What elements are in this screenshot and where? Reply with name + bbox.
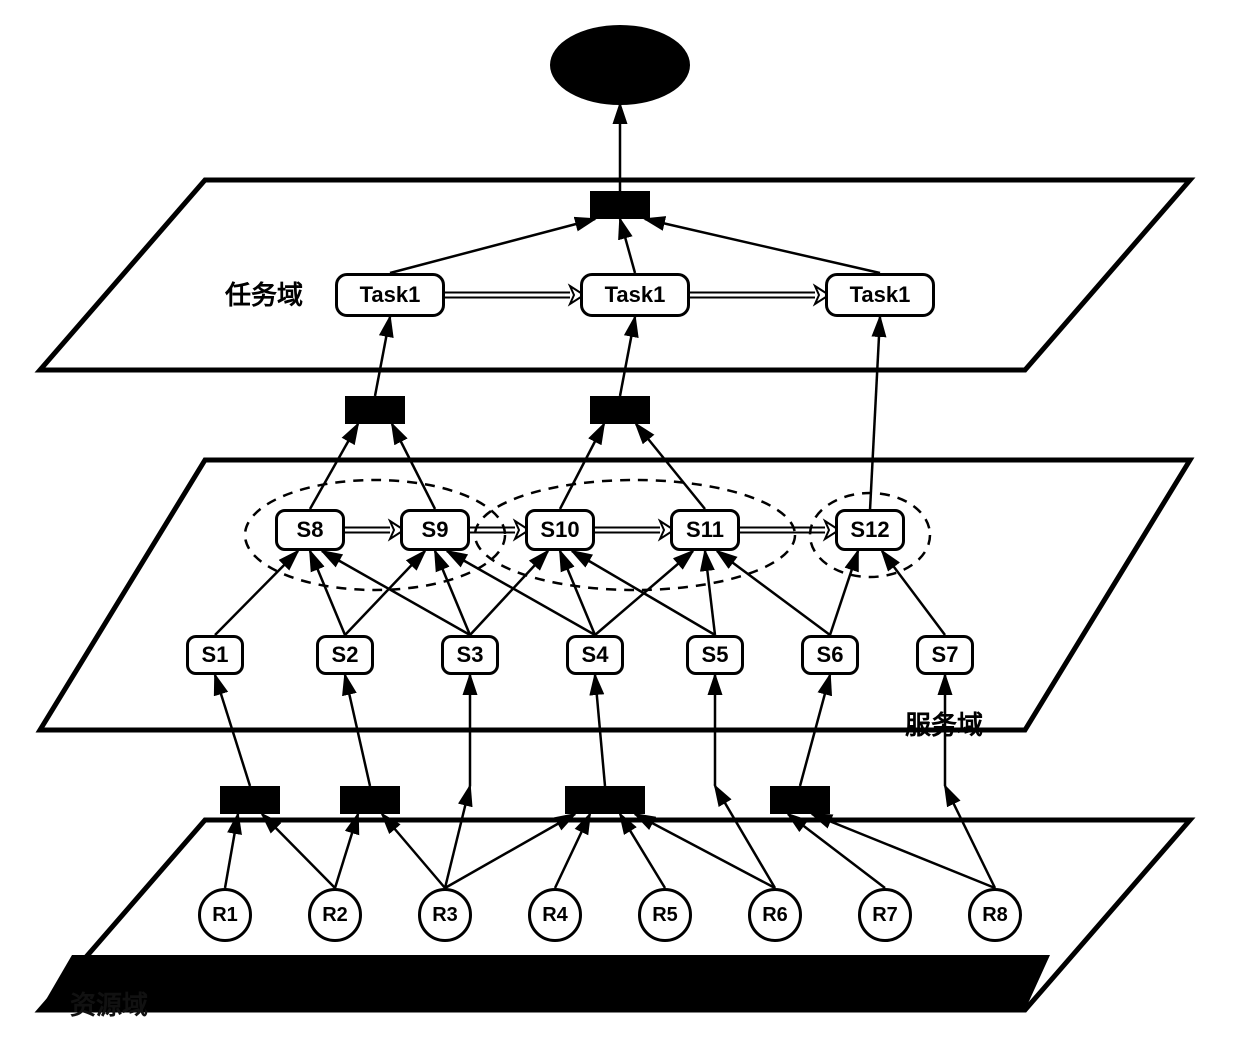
double-arrow-3 — [470, 521, 529, 539]
service-s10: S10 — [525, 509, 595, 551]
service-s5-label: S5 — [702, 642, 729, 668]
edge-38 — [555, 814, 590, 888]
service-s3: S3 — [441, 635, 499, 675]
task-t2-label: Task1 — [605, 282, 666, 308]
task-t3: Task1 — [825, 273, 935, 317]
double-arrow-1 — [690, 286, 829, 304]
task-t1-label: Task1 — [360, 282, 421, 308]
edge-24 — [882, 551, 945, 635]
resource-r4: R4 — [528, 888, 582, 942]
resource-r8-label: R8 — [982, 904, 1008, 927]
edge-21 — [705, 551, 715, 635]
service-s7-label: S7 — [932, 642, 959, 668]
edge-10 — [636, 424, 705, 509]
layer-label-resource: 资源域 — [70, 985, 148, 1022]
layer-label-task: 任务域 — [225, 275, 303, 312]
service-s6: S6 — [801, 635, 859, 675]
resource-r5-label: R5 — [652, 904, 678, 927]
resource-r5: R5 — [638, 888, 692, 942]
service-s12-label: S12 — [850, 517, 889, 543]
resource-r7: R7 — [858, 888, 912, 942]
service-s5: S5 — [686, 635, 744, 675]
edge-1 — [390, 219, 595, 273]
edge-11 — [215, 551, 298, 635]
resource-r3-label: R3 — [432, 904, 458, 927]
service-s11-label: S11 — [686, 517, 724, 543]
edge-17 — [447, 551, 595, 635]
service-s12: S12 — [835, 509, 905, 551]
aggregator-ta2 — [590, 396, 650, 424]
service-s10-label: S10 — [540, 517, 579, 543]
edge-5 — [620, 317, 635, 396]
aggregator-ra3 — [565, 786, 645, 814]
resource-r6-label: R6 — [762, 904, 788, 927]
edge-2 — [620, 219, 635, 273]
edge-44 — [945, 786, 995, 888]
service-s8: S8 — [275, 509, 345, 551]
edge-16 — [470, 551, 548, 635]
resource-r8: R8 — [968, 888, 1022, 942]
edge-9 — [560, 424, 604, 509]
edge-43 — [812, 814, 995, 888]
edge-18 — [560, 551, 595, 635]
resource-r2-label: R2 — [322, 904, 348, 927]
service-s7: S7 — [916, 635, 974, 675]
task-t1: Task1 — [335, 273, 445, 317]
aggregator-ra1 — [220, 786, 280, 814]
edge-20 — [572, 551, 715, 635]
service-s2: S2 — [316, 635, 374, 675]
edge-3 — [645, 219, 880, 273]
edge-8 — [392, 424, 435, 509]
aggregator-top — [590, 191, 650, 219]
resource-r1: R1 — [198, 888, 252, 942]
double-arrow-4 — [595, 521, 674, 539]
service-s4: S4 — [566, 635, 624, 675]
edge-6 — [870, 317, 880, 510]
service-s3-label: S3 — [457, 642, 484, 668]
resource-r2: R2 — [308, 888, 362, 942]
layer-service — [40, 460, 1190, 730]
aggregator-ra2 — [340, 786, 400, 814]
service-s2-label: S2 — [332, 642, 359, 668]
service-s11: S11 — [670, 509, 740, 551]
service-s8-label: S8 — [297, 517, 324, 543]
edge-4 — [375, 317, 390, 396]
edge-14 — [322, 551, 470, 635]
edge-35 — [382, 814, 445, 888]
layer-label-service: 服务域 — [905, 705, 983, 742]
edge-23 — [830, 551, 858, 635]
edge-37 — [445, 814, 575, 888]
edge-34 — [335, 814, 358, 888]
edge-32 — [225, 814, 238, 888]
service-s4-label: S4 — [582, 642, 609, 668]
edge-36 — [445, 786, 470, 888]
double-arrow-5 — [740, 521, 839, 539]
service-s1: S1 — [186, 635, 244, 675]
top-ellipse — [550, 25, 690, 105]
resource-r1-label: R1 — [212, 904, 238, 927]
double-arrow-0 — [445, 286, 584, 304]
resource-r3: R3 — [418, 888, 472, 942]
service-s1-label: S1 — [202, 642, 229, 668]
aggregator-ta1 — [345, 396, 405, 424]
service-s9-label: S9 — [422, 517, 449, 543]
resource-r4-label: R4 — [542, 904, 568, 927]
resource-r7-label: R7 — [872, 904, 898, 927]
edge-7 — [310, 424, 358, 509]
edge-15 — [435, 551, 470, 635]
double-arrow-2 — [345, 521, 404, 539]
task-t2: Task1 — [580, 273, 690, 317]
edge-33 — [262, 814, 335, 888]
service-s6-label: S6 — [817, 642, 844, 668]
task-t3-label: Task1 — [850, 282, 911, 308]
resource-r6: R6 — [748, 888, 802, 942]
edge-13 — [345, 551, 425, 635]
service-s9: S9 — [400, 509, 470, 551]
resource-black-band — [40, 955, 1050, 1010]
aggregator-ra4 — [770, 786, 830, 814]
edge-12 — [310, 551, 345, 635]
